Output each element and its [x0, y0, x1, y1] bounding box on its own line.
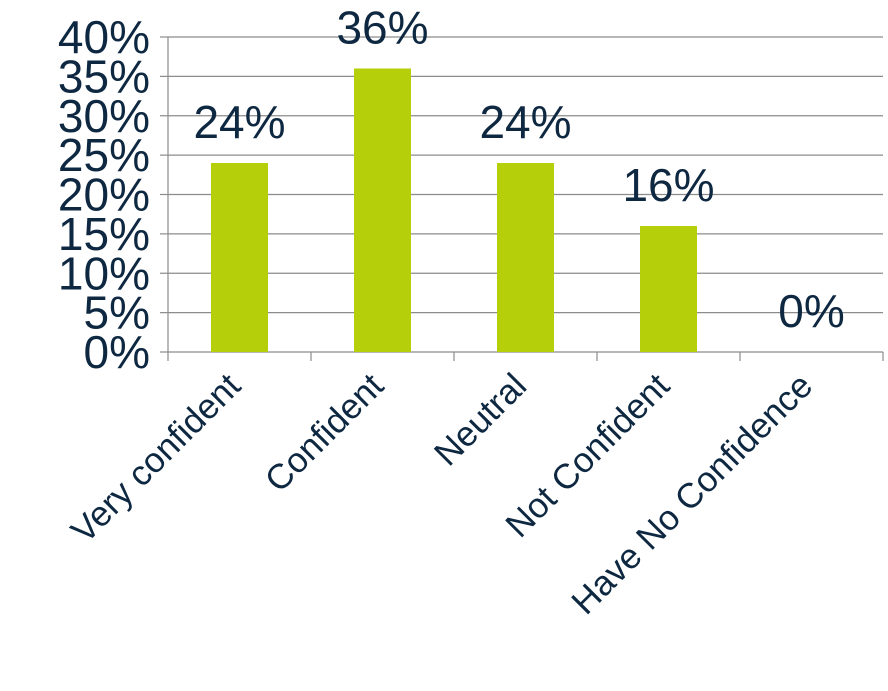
data-label: 24% — [479, 96, 571, 148]
bar — [640, 226, 697, 352]
data-label: 24% — [193, 96, 285, 148]
data-labels: 24% 36% 24% 16% 0% — [193, 2, 844, 338]
y-tick-labels: 0%5%10%15%20%25%30%35%40% — [58, 11, 150, 378]
data-label: 16% — [622, 159, 714, 211]
y-tick-label: 35% — [58, 50, 150, 102]
category-label: Have No Confidence — [564, 366, 820, 622]
data-label: 0% — [778, 285, 844, 337]
y-tick-label: 25% — [58, 129, 150, 181]
y-tick-label: 30% — [58, 90, 150, 142]
bars — [211, 68, 697, 352]
y-tick-label: 5% — [84, 287, 150, 339]
bar — [354, 68, 411, 352]
category-label: Very confident — [64, 366, 249, 551]
y-tick-label: 10% — [58, 247, 150, 299]
axes — [160, 36, 884, 361]
y-tick-label: 40% — [58, 11, 150, 63]
y-tick-label: 15% — [58, 208, 150, 260]
data-label: 36% — [336, 2, 428, 54]
bar — [211, 163, 268, 352]
y-tick-label: 0% — [84, 326, 150, 378]
y-tick-label: 20% — [58, 169, 150, 221]
bar — [497, 163, 554, 352]
category-label: Confident — [258, 366, 392, 500]
category-label: Neutral — [427, 366, 534, 473]
